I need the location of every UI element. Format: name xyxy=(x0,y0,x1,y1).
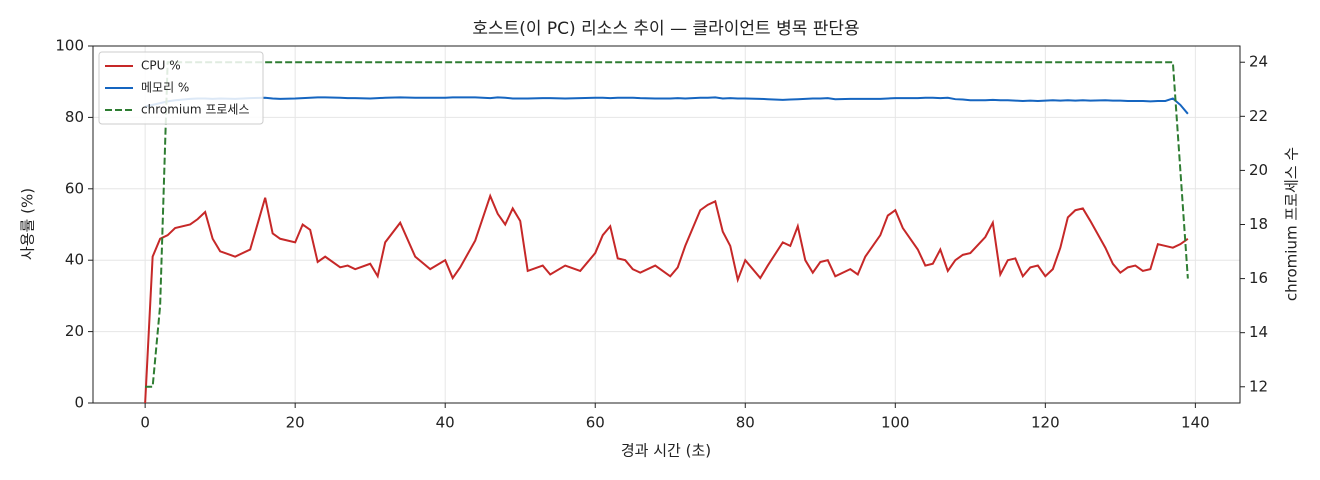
plot-frame xyxy=(92,45,1241,404)
y-tick-label: 40 xyxy=(65,251,84,269)
y-tick-label: 0 xyxy=(74,394,84,412)
y2-tick-label: 18 xyxy=(1249,215,1268,233)
series-line xyxy=(145,61,1189,388)
x-tick-label: 80 xyxy=(736,414,755,432)
legend-box xyxy=(98,51,264,125)
x-tick-label: 20 xyxy=(286,414,305,432)
y2-tick-label: 14 xyxy=(1249,323,1268,341)
y-tick-label: 20 xyxy=(65,322,84,340)
series-line xyxy=(144,96,1189,115)
y2-axis-label: chromium 프로세스 수 xyxy=(1283,147,1301,301)
y2-tick-label: 24 xyxy=(1249,53,1268,71)
x-tick-label: 140 xyxy=(1181,414,1210,432)
x-tick-label: 100 xyxy=(881,414,910,432)
chart-title: 호스트(이 PC) 리소스 추이 — 클라이언트 병목 판단용 xyxy=(472,19,859,39)
legend-label: CPU % xyxy=(141,59,181,73)
y-tick-label: 100 xyxy=(55,37,84,55)
y2-tick-label: 12 xyxy=(1249,377,1268,395)
y2-tick-label: 22 xyxy=(1249,107,1268,125)
y-tick-label: 60 xyxy=(65,179,84,197)
x-axis-label: 경과 시간 (초) xyxy=(621,442,711,460)
x-tick-label: 120 xyxy=(1031,414,1060,432)
x-tick-label: 40 xyxy=(436,414,455,432)
y2-tick-label: 16 xyxy=(1249,269,1268,287)
y-axis-label: 사용률 (%) xyxy=(19,188,37,260)
y2-tick-label: 20 xyxy=(1249,161,1268,179)
legend-label: chromium 프로세스 xyxy=(141,103,250,117)
legend-label: 메모리 % xyxy=(141,81,189,95)
legend: CPU % 메모리 % chromium 프로세스 xyxy=(98,51,264,125)
x-tick-label: 0 xyxy=(140,414,150,432)
y-tick-label: 80 xyxy=(65,108,84,126)
series-line xyxy=(144,193,1189,404)
x-tick-label: 60 xyxy=(586,414,605,432)
